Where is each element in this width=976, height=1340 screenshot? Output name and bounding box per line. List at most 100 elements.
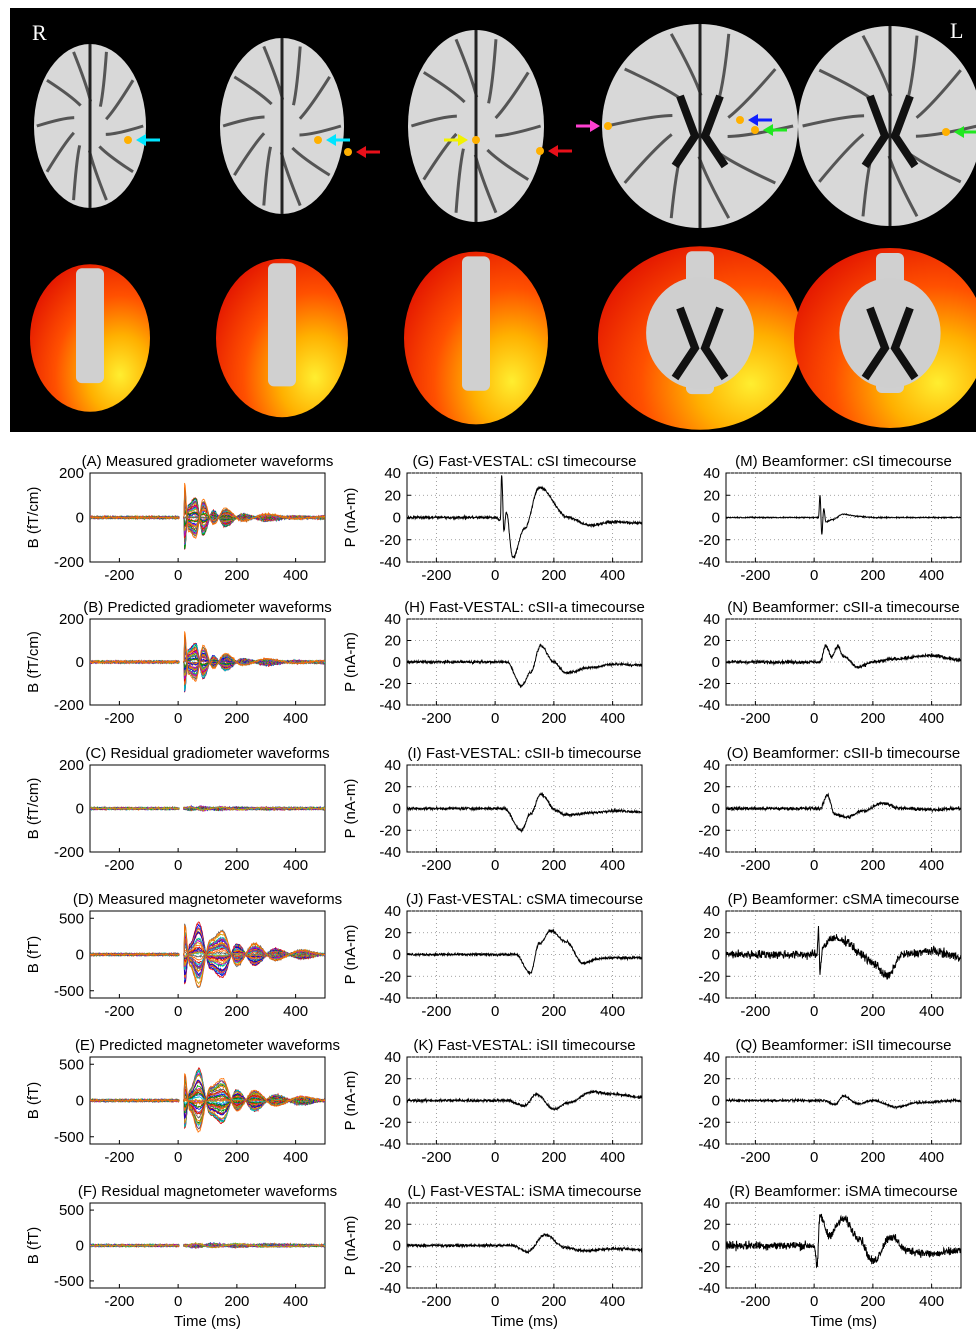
x-tick-label: -200 (421, 710, 451, 727)
y-axis-label: P (nA-m) (342, 925, 359, 985)
y-tick-label: 40 (384, 611, 401, 628)
activation-arrow-icon (344, 146, 380, 158)
x-tick-label: 200 (224, 710, 249, 727)
chart-title: (H) Fast-VESTAL: cSII-a timecourse (404, 599, 645, 616)
y-tick-label: 0 (712, 654, 720, 671)
x-tick-label: -200 (421, 1293, 451, 1310)
brain-slice-heatmap (30, 264, 150, 412)
y-tick-label: -20 (379, 822, 401, 839)
chart-l: (L) Fast-VESTAL: iSMA timecourse-200 0 200… (342, 1183, 643, 1330)
brain-slice-anatomical (798, 26, 976, 226)
x-tick-label: -200 (740, 567, 770, 584)
x-tick-label: 400 (283, 567, 308, 584)
series-group (726, 495, 961, 535)
chart-title: (B) Predicted gradiometer waveforms (83, 599, 331, 616)
series-line (726, 495, 961, 535)
activation-arrow-icon (444, 134, 480, 146)
y-tick-label: 0 (712, 1238, 720, 1255)
x-tick-label: -200 (421, 1149, 451, 1166)
brain-slice-heatmap (404, 251, 548, 425)
y-tick-label: 500 (59, 1202, 84, 1219)
x-tick-label: 0 (491, 1003, 499, 1020)
y-tick-label: 40 (384, 1049, 401, 1066)
right-hemisphere-label: R (32, 20, 47, 45)
brain-slice-heatmap (794, 248, 976, 428)
x-tick-label: -200 (421, 1003, 451, 1020)
x-axis-label: Time (ms) (174, 1313, 241, 1330)
y-tick-label: -20 (379, 968, 401, 985)
chart-title: (M) Beamformer: cSI timecourse (735, 453, 952, 470)
y-tick-label: -500 (54, 1129, 84, 1146)
y-tick-label: 20 (703, 1071, 720, 1088)
y-tick-label: -40 (379, 554, 401, 571)
x-tick-label: 0 (174, 1003, 182, 1020)
series-group (407, 791, 642, 834)
series-group (90, 921, 325, 988)
x-tick-label: 200 (541, 1149, 566, 1166)
series-group (726, 1213, 961, 1269)
y-tick-label: 0 (393, 1093, 401, 1110)
x-tick-label: 200 (541, 1003, 566, 1020)
series-line (726, 1213, 961, 1269)
series-line (90, 631, 325, 683)
x-tick-label: 200 (860, 710, 885, 727)
x-tick-label: -200 (104, 1149, 134, 1166)
series-line (407, 475, 642, 559)
x-tick-label: 0 (491, 710, 499, 727)
x-tick-label: 0 (174, 1293, 182, 1310)
series-group (726, 925, 961, 980)
y-tick-label: 20 (384, 633, 401, 650)
chart-e: (E) Predicted magnetometer waveforms -200… (25, 1037, 340, 1166)
y-tick-label: 200 (59, 465, 84, 482)
y-axis-label: B (fT) (25, 1082, 42, 1120)
y-tick-label: 40 (384, 465, 401, 482)
y-tick-label: -20 (698, 1114, 720, 1131)
chart-title: (O) Beamformer: cSII-b timecourse (727, 745, 960, 762)
chart-f: (F) Residual magnetometer waveforms -200 0… (25, 1183, 337, 1330)
y-tick-label: -20 (379, 532, 401, 549)
chart-g: (G) Fast-VESTAL: cSI timecourse-200 0 200 4… (342, 453, 643, 584)
y-tick-label: 20 (703, 487, 720, 504)
x-tick-label: 400 (919, 1149, 944, 1166)
y-tick-label: 40 (384, 1195, 401, 1212)
x-tick-label: 400 (283, 857, 308, 874)
x-tick-label: 200 (224, 1003, 249, 1020)
y-tick-label: -40 (698, 1136, 720, 1153)
y-tick-label: -40 (698, 697, 720, 714)
y-axis-label: P (nA-m) (342, 1216, 359, 1276)
y-tick-label: 20 (384, 487, 401, 504)
y-tick-label: -40 (698, 554, 720, 571)
brain-slices-figure (30, 24, 976, 430)
y-axis-label: P (nA-m) (342, 488, 359, 548)
y-tick-label: -20 (379, 1259, 401, 1276)
chart-k: (K) Fast-VESTAL: iSII timecourse-200 0 200… (342, 1037, 643, 1166)
y-tick-label: 0 (712, 947, 720, 964)
y-tick-label: -40 (379, 990, 401, 1007)
chart-title: (I) Fast-VESTAL: cSII-b timecourse (408, 745, 642, 762)
chart-p: (P) Beamformer: cSMA timecourse-200 0 200 4… (698, 891, 962, 1020)
series-group (407, 1089, 642, 1111)
series-group (726, 1093, 961, 1110)
x-tick-label: 0 (491, 1149, 499, 1166)
x-tick-label: -200 (421, 857, 451, 874)
y-tick-label: 40 (384, 757, 401, 774)
chart-q: (Q) Beamformer: iSII timecourse-200 0 200 4… (698, 1037, 962, 1166)
y-tick-label: -40 (379, 844, 401, 861)
y-axis-label: B (fT/cm) (25, 631, 42, 693)
y-tick-label: 0 (76, 1093, 84, 1110)
y-tick-label: 20 (384, 1071, 401, 1088)
chart-title: (D) Measured magnetometer waveforms (73, 891, 342, 908)
x-tick-label: 200 (224, 1149, 249, 1166)
chart-m: (M) Beamformer: cSI timecourse-200 0 200 40… (698, 453, 962, 584)
x-tick-label: 0 (810, 1293, 818, 1310)
chart-title: (P) Beamformer: cSMA timecourse (728, 891, 960, 908)
y-tick-label: 500 (59, 1056, 84, 1073)
series-group (90, 1241, 325, 1249)
x-tick-label: 200 (224, 567, 249, 584)
x-tick-label: -200 (740, 1293, 770, 1310)
chart-title: (Q) Beamformer: iSII timecourse (736, 1037, 952, 1054)
y-tick-label: -500 (54, 983, 84, 1000)
x-tick-label: 400 (600, 1003, 625, 1020)
series-line (90, 924, 325, 988)
